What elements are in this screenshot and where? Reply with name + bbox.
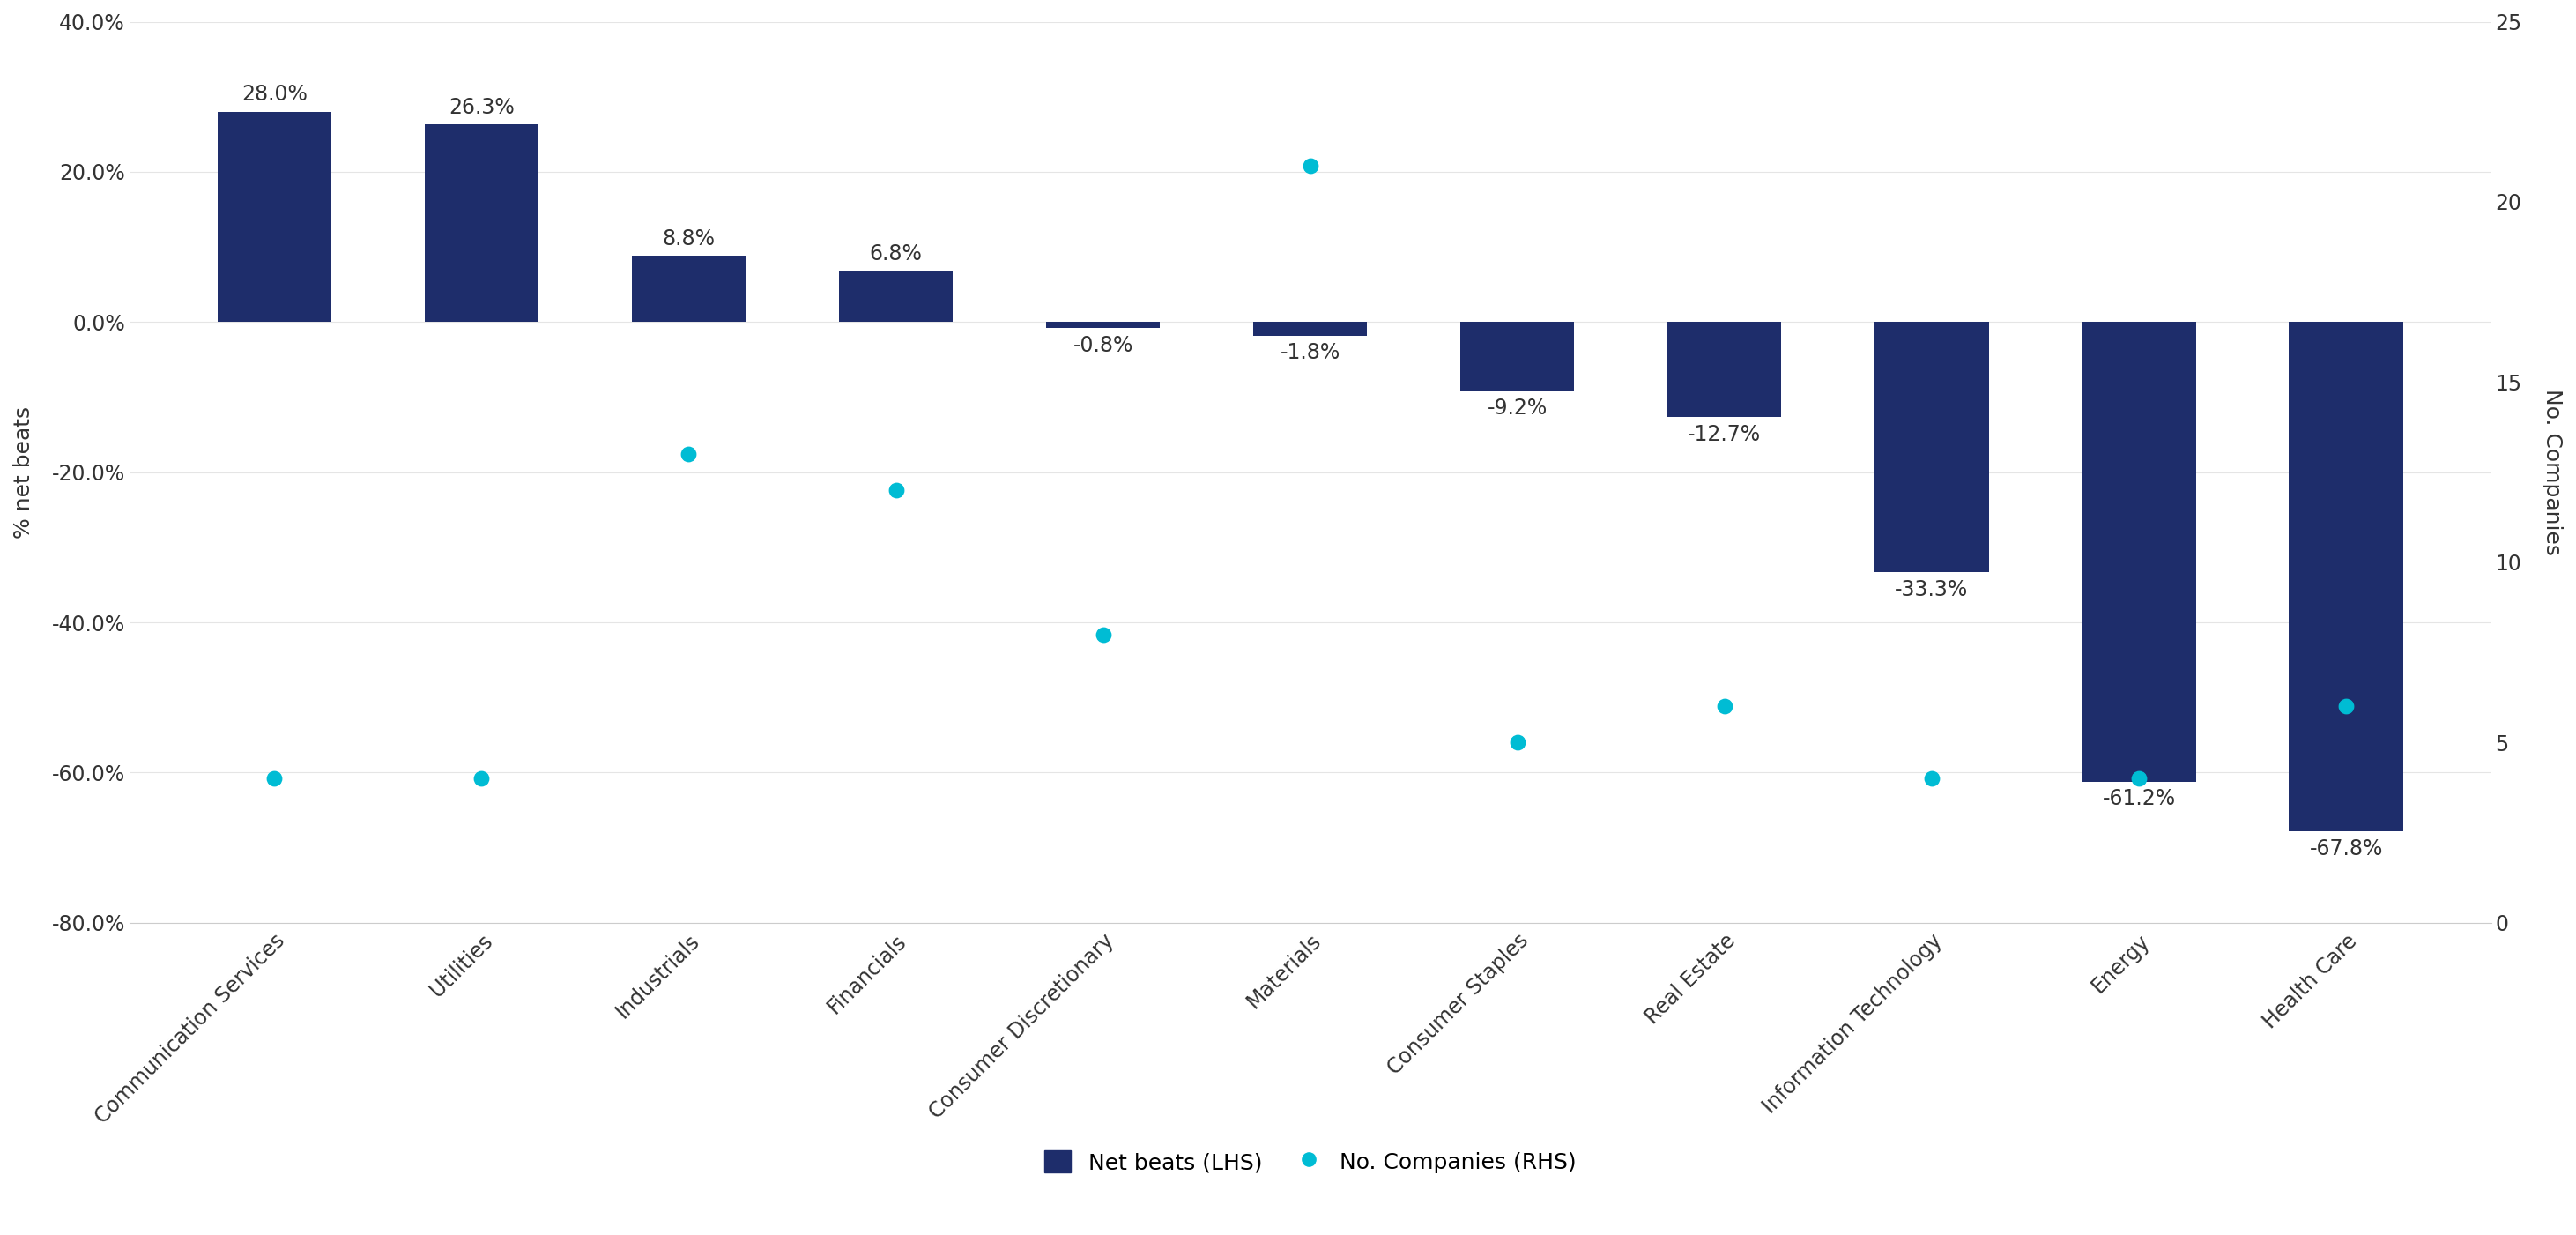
Bar	[2081, 322, 2195, 782]
Legend: Net beats (LHS), No. Companies (RHS): Net beats (LHS), No. Companies (RHS)	[1036, 1141, 1584, 1182]
Bar	[1875, 322, 1989, 572]
Bar	[1046, 322, 1159, 329]
Text: -61.2%: -61.2%	[2102, 788, 2177, 809]
Point	[461, 768, 502, 788]
Text: -1.8%: -1.8%	[1280, 342, 1340, 363]
Text: -12.7%: -12.7%	[1687, 424, 1762, 446]
Point	[876, 480, 917, 500]
Point	[667, 445, 708, 464]
Point	[1291, 156, 1332, 175]
Bar	[425, 125, 538, 322]
Bar	[840, 270, 953, 322]
Bar	[631, 256, 744, 322]
Text: 8.8%: 8.8%	[662, 228, 716, 249]
Bar	[2290, 322, 2403, 831]
Point	[2117, 768, 2159, 788]
Point	[1497, 732, 1538, 752]
Text: 6.8%: 6.8%	[871, 243, 922, 264]
Point	[1703, 697, 1744, 716]
Text: -67.8%: -67.8%	[2308, 837, 2383, 860]
Y-axis label: No. Companies: No. Companies	[2543, 389, 2563, 556]
Point	[252, 768, 294, 788]
Text: -33.3%: -33.3%	[1896, 579, 1968, 600]
Bar	[216, 111, 332, 322]
Bar	[1461, 322, 1574, 391]
Point	[1911, 768, 1953, 788]
Text: 28.0%: 28.0%	[242, 84, 307, 105]
Text: -0.8%: -0.8%	[1072, 335, 1133, 356]
Point	[1082, 625, 1123, 645]
Text: -9.2%: -9.2%	[1486, 398, 1548, 419]
Bar	[1667, 322, 1783, 417]
Bar	[1252, 322, 1368, 336]
Text: 26.3%: 26.3%	[448, 96, 515, 117]
Y-axis label: % net beats: % net beats	[13, 406, 33, 538]
Point	[2326, 697, 2367, 716]
